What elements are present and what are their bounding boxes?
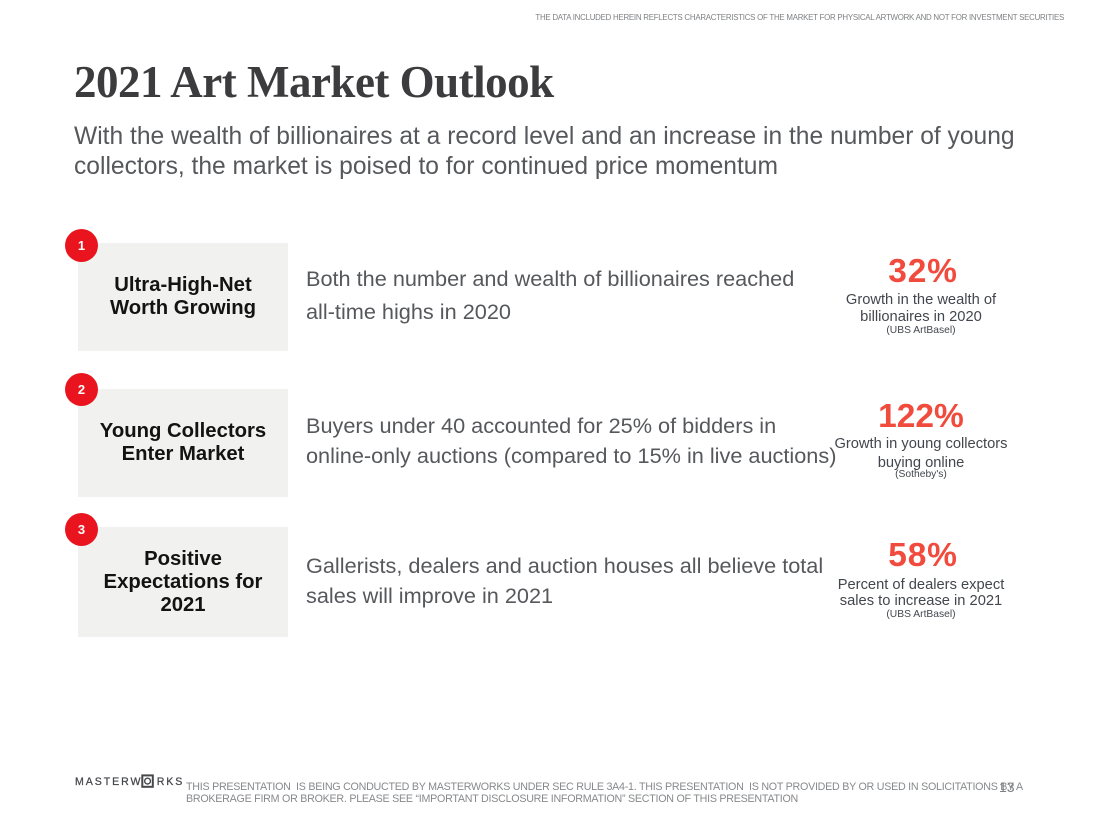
svg-text:MASTERW: MASTERW (75, 776, 142, 788)
svg-text:RKS: RKS (157, 776, 185, 788)
